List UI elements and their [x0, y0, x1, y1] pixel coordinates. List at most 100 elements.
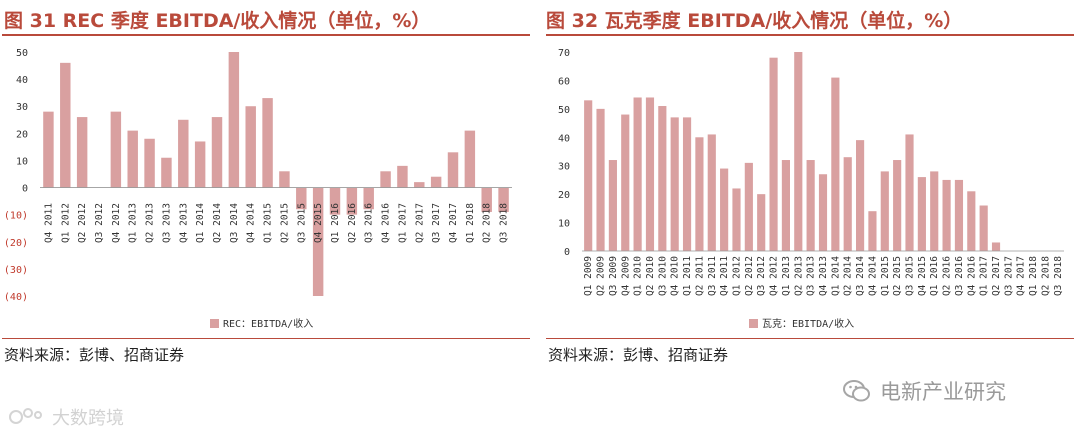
x-tick-label: Q4 2017	[1016, 256, 1027, 296]
left-title-rule	[2, 34, 530, 36]
bar	[843, 157, 852, 251]
bar	[633, 97, 642, 251]
y-tick-label: 10	[16, 156, 28, 167]
x-tick-label: Q3 2014	[855, 256, 866, 296]
bar	[954, 179, 964, 251]
x-tick-label: Q4 2011	[719, 256, 730, 296]
x-tick-label: Q3 2009	[608, 256, 619, 296]
x-tick-label: Q3 2012	[756, 256, 767, 296]
left-chart: 50 40 30 20 10 0 (10) (20) (30) (40) Q4 2011 Q1 201…	[0, 36, 532, 336]
bar	[161, 157, 172, 188]
x-tick-label: Q1 2012	[60, 203, 71, 243]
x-tick-label: Q1 2014	[195, 203, 206, 243]
x-tick-label: Q4 2010	[670, 256, 681, 296]
bar	[831, 77, 840, 251]
bar	[144, 138, 155, 188]
x-tick-label: Q4 2013	[178, 203, 189, 243]
bar	[608, 160, 617, 251]
legend-label: REC：EBITDA/收入	[223, 317, 313, 330]
x-tick-label: Q1 2016	[330, 203, 341, 243]
bar	[781, 160, 791, 251]
x-tick-label: Q1 2017	[397, 203, 408, 243]
bar	[76, 117, 88, 188]
bar	[670, 117, 679, 251]
x-tick-label: Q2 2018	[482, 203, 493, 243]
x-tick-label: Q1 2017	[979, 256, 990, 296]
x-tick-label: Q3 2018	[1053, 256, 1064, 296]
bar	[414, 182, 425, 188]
x-tick-label: Q2 2016	[347, 203, 358, 243]
bar	[380, 171, 391, 188]
x-tick-label: Q1 2018	[1028, 256, 1039, 296]
x-tick-label: Q4 2014	[246, 203, 257, 243]
wechat-watermark-text: 电新产业研究	[880, 380, 1006, 404]
x-tick-label: Q4 2016	[966, 256, 977, 296]
x-tick-label: Q2 2010	[645, 256, 656, 296]
x-tick-label: Q3 2010	[657, 256, 668, 296]
bar	[127, 130, 138, 188]
y-tick-label: 0	[564, 247, 570, 258]
bar	[397, 165, 408, 188]
x-tick-label: Q2 2009	[596, 256, 607, 296]
x-tick-label: Q2 2015	[279, 203, 290, 243]
left-source-note: 资料来源：彭博、招商证券	[4, 346, 185, 364]
x-tick-label: Q3 2013	[806, 256, 817, 296]
x-tick-label: Q4 2012	[111, 203, 122, 243]
bar	[178, 119, 189, 188]
x-tick-label: Q4 2014	[867, 256, 878, 296]
x-tick-label: Q4 2015	[917, 256, 928, 296]
bar	[430, 176, 442, 188]
bar	[757, 194, 766, 251]
bar	[596, 108, 605, 251]
y-tick-label: 30	[16, 102, 28, 113]
y-tick-label: (40)	[4, 292, 28, 303]
bar	[880, 171, 889, 251]
bar	[942, 179, 951, 251]
bar	[645, 97, 655, 251]
x-tick-label: Q4 2016	[381, 203, 392, 243]
x-tick-label: Q2 2012	[77, 203, 88, 243]
x-tick-label: Q1 2018	[465, 203, 476, 243]
x-tick-label: Q4 2009	[620, 256, 631, 296]
x-tick-label: Q2 2011	[694, 256, 705, 296]
right-chart-title: 图 32 瓦克季度 EBITDA/收入情况（单位，%）	[546, 10, 963, 32]
bar	[329, 187, 341, 215]
x-tick-label: Q3 2016	[364, 203, 375, 243]
x-tick-label: Q4 2011	[43, 203, 54, 243]
bar	[43, 111, 54, 188]
right-source-note: 资料来源：彭博、招商证券	[548, 346, 729, 364]
y-tick-label: 50	[16, 48, 28, 59]
wechat-icon	[843, 380, 870, 402]
bar	[967, 191, 976, 251]
x-tick-label: Q3 2018	[499, 203, 510, 243]
x-tick-label: Q1 2012	[731, 256, 742, 296]
bar	[110, 111, 122, 188]
y-tick-label: 20	[558, 190, 570, 201]
legend-swatch	[210, 319, 219, 328]
bar	[930, 171, 939, 251]
x-tick-label: Q1 2015	[880, 256, 891, 296]
y-tick-label: 40	[16, 75, 28, 86]
bar	[228, 52, 240, 188]
x-tick-label: Q2 2018	[1040, 256, 1051, 296]
wechat-watermark: 电新产业研究	[842, 376, 1006, 406]
right-title-rule	[546, 34, 1074, 36]
x-tick-label: Q4 2017	[448, 203, 459, 243]
bar	[464, 130, 476, 188]
x-tick-label: Q1 2013	[128, 203, 139, 243]
bar	[979, 205, 988, 251]
x-tick-label: Q4 2013	[818, 256, 829, 296]
brand-logo-icon	[9, 408, 42, 424]
x-tick-label: Q1 2010	[633, 256, 644, 296]
bar	[481, 187, 492, 212]
x-tick-label: Q3 2017	[431, 203, 442, 243]
bar	[868, 211, 877, 251]
x-tick-label: Q1 2015	[263, 203, 274, 243]
x-tick-label: Q3 2011	[707, 256, 718, 296]
x-tick-label: Q3 2016	[954, 256, 965, 296]
x-tick-label: Q2 2017	[991, 256, 1002, 296]
right-bottom-rule	[546, 338, 1074, 339]
bar	[818, 174, 828, 251]
x-tick-label: Q2 2013	[793, 256, 804, 296]
x-tick-label: Q1 2013	[781, 256, 792, 296]
